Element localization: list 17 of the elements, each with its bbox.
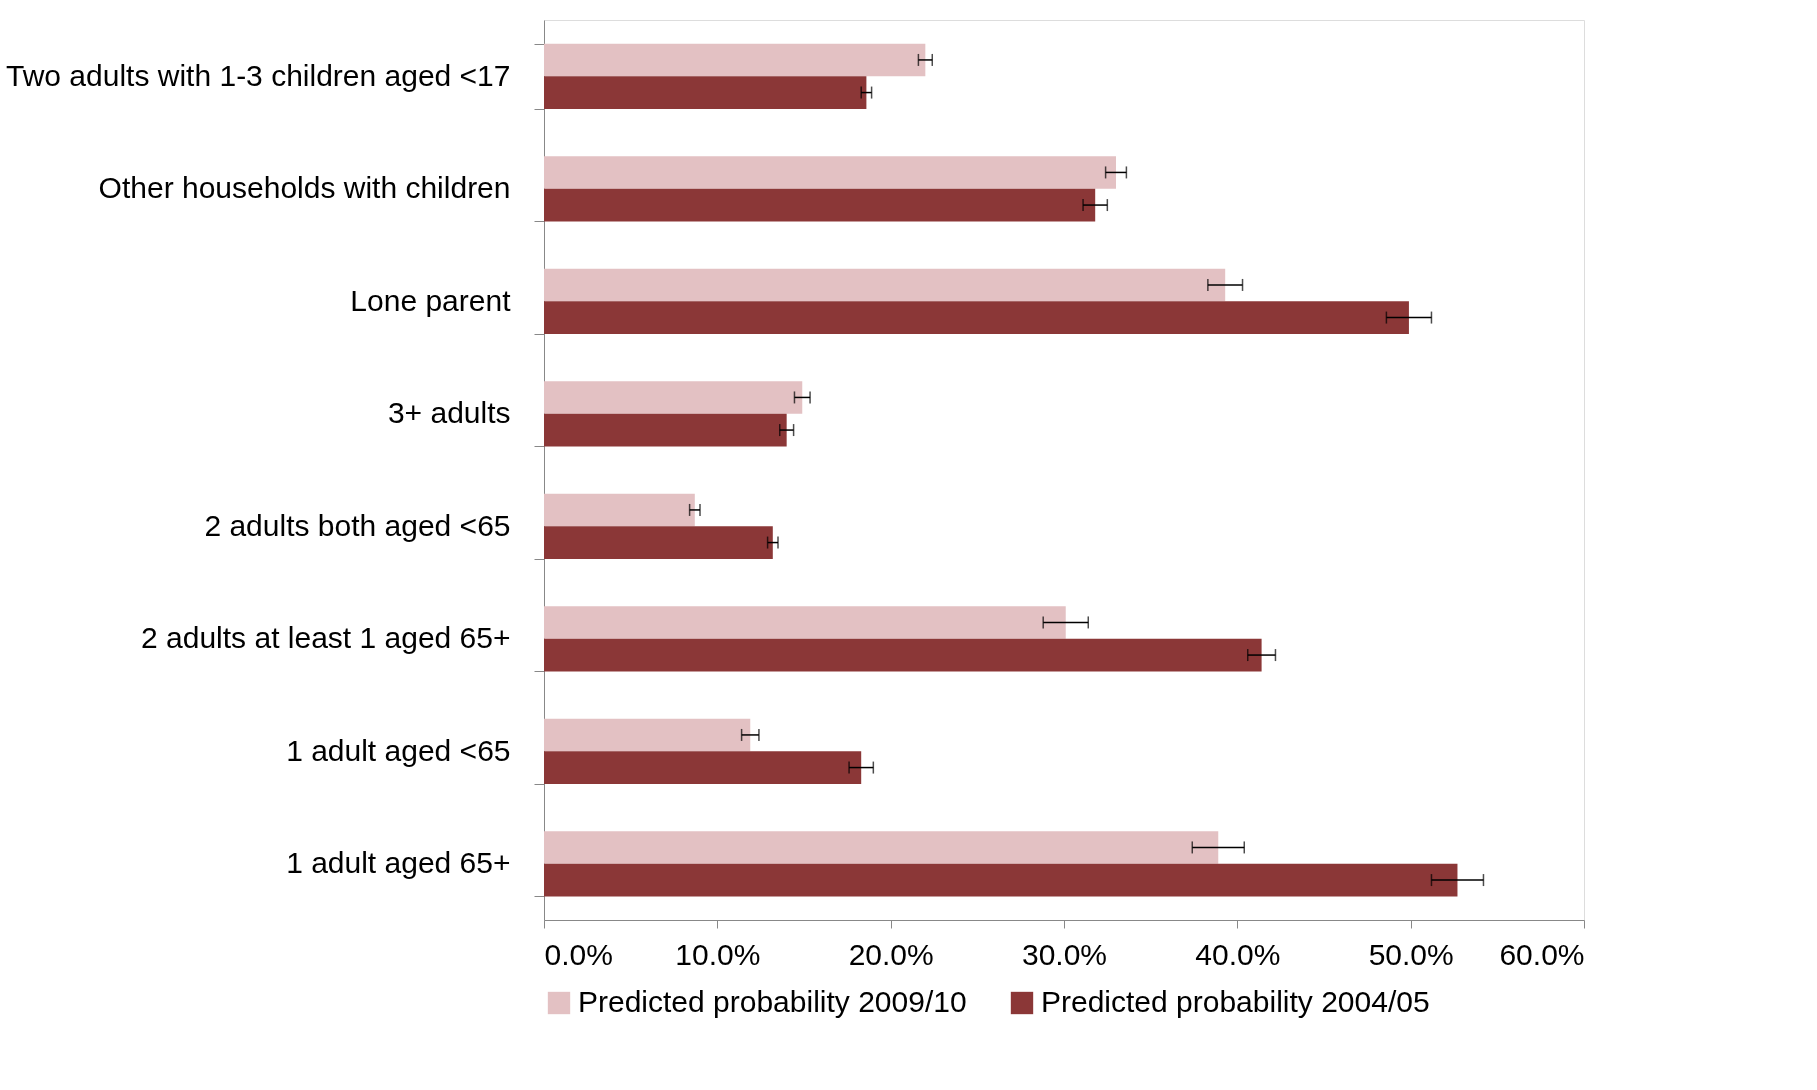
x-tick-label: 10.0%	[675, 937, 761, 971]
x-tick-label: 50.0%	[1368, 937, 1454, 971]
y-tick-label: 1 adult aged <65	[286, 733, 511, 767]
legend-label: Predicted probability 2004/05	[1041, 985, 1430, 1018]
legend-label: Predicted probability 2009/10	[578, 985, 967, 1018]
y-tick-label: Two adults with 1-3 children aged <17	[6, 58, 511, 92]
y-tick-label: 3+ adults	[387, 396, 511, 430]
x-tick-label: 40.0%	[1195, 937, 1281, 971]
y-tick-label: 1 adult aged 65+	[286, 846, 511, 880]
y-tick-label: Lone parent	[350, 283, 512, 317]
x-tick-label: 60.0%	[1499, 937, 1585, 971]
x-tick-label: 0.0%	[544, 937, 613, 971]
x-tick-label: 30.0%	[1021, 937, 1108, 971]
y-tick-label: 2 adults both aged <65	[204, 508, 511, 542]
y-tick-label: 2 adults at least 1 aged 65+	[141, 621, 511, 655]
y-tick-label: Other households with children	[98, 171, 511, 205]
x-tick-label: 20.0%	[848, 937, 934, 971]
